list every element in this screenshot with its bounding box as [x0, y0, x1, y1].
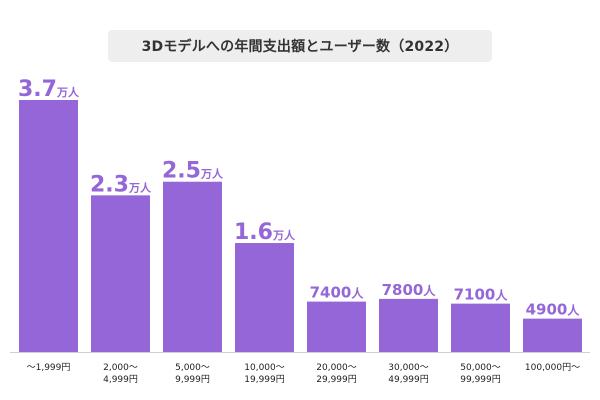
bar-5	[307, 301, 366, 352]
x-tick-label-7: 50,000〜 99,999円	[460, 363, 501, 385]
bar-value-label-2: 2.3万人	[90, 172, 152, 197]
bar-4	[235, 243, 294, 352]
bar-value-label-3: 2.5万人	[162, 159, 224, 184]
x-tick-label-4: 10,000〜 19,999円	[244, 363, 285, 385]
bar-value-label-6: 7800人	[382, 281, 437, 299]
bar-value-label-7: 7100人	[454, 286, 509, 304]
bar-value-label-1: 3.7万人	[18, 77, 80, 102]
bar-8	[523, 318, 582, 352]
bar-6	[379, 298, 438, 352]
bar-1	[19, 100, 78, 352]
x-tick-label-6: 30,000〜 49,999円	[388, 363, 429, 385]
bar-2	[91, 195, 150, 352]
chart-title: 3Dモデルへの年間支出額とユーザー数（2022）	[108, 30, 492, 62]
bar-7	[451, 303, 510, 352]
bar-value-label-4: 1.6万人	[234, 220, 296, 245]
x-tick-label-2: 2,000〜 4,999円	[103, 363, 138, 385]
x-tick-label-8: 100,000円〜	[525, 362, 580, 373]
bar-value-label-5: 7400人	[310, 284, 365, 302]
x-tick-label-5: 20,000〜 29,999円	[316, 363, 357, 385]
bar-3	[163, 181, 222, 352]
bar-value-label-8: 4900人	[526, 301, 581, 319]
x-tick-label-1: 〜1,999円	[27, 362, 71, 373]
x-tick-label-3: 5,000〜 9,999円	[175, 363, 210, 385]
